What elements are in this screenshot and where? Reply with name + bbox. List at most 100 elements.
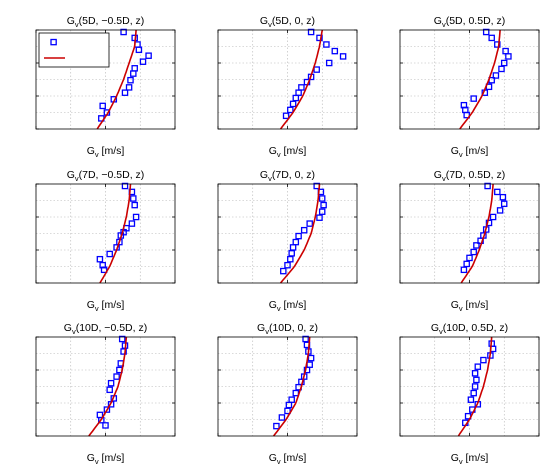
les-point [130, 195, 137, 202]
les-point [121, 182, 129, 190]
les-point [467, 396, 475, 403]
subplot-title-sub: v [75, 174, 79, 183]
subplot-8: Gv (10D, 0, z) Gv [m/s] [217, 322, 358, 466]
legend-box [38, 32, 110, 68]
subplot-9: Gv(10D, 0.5D, z)Gv [m/s] [399, 322, 540, 466]
subplot-4: Gv(7D, −0.5D, z) Gv [m/s] [35, 169, 176, 313]
x-axis-label-sub: v [459, 150, 463, 159]
subplot-title-rest: (10D, 0, z) [269, 322, 318, 334]
les-point [316, 34, 323, 42]
les-point [470, 95, 477, 102]
les-point [496, 207, 504, 214]
subplot-title-rest: (5D, 0, z) [272, 15, 315, 27]
les-point [130, 70, 137, 77]
x-axis-label-sub: v [95, 150, 99, 159]
les-point [466, 254, 473, 262]
x-axis-label-rest: [m/s] [99, 299, 125, 311]
les-point [480, 356, 487, 364]
les-point [470, 389, 477, 397]
x-axis-label: Gv [m/s] [269, 299, 307, 313]
les-point [98, 416, 105, 424]
subplot-title-rest: (5D, 0.5D, z) [446, 15, 506, 27]
subplot-title-rest: (7D, −0.5D, z) [79, 169, 145, 181]
legend-marker-les [50, 38, 57, 46]
x-axis-label: Gv [m/s] [451, 452, 489, 466]
x-axis-label-base: G [87, 452, 95, 464]
subplot-title: Gv(7D, 0.5D, z) [434, 169, 505, 183]
subplot-2: Gv(5D, 0, z)Gv [m/s] [217, 15, 358, 159]
x-axis-label: Gv [m/s] [269, 145, 307, 159]
les-point [282, 112, 290, 120]
x-axis-label-rest: [m/s] [99, 452, 125, 464]
subplot-title-sub: v [72, 327, 76, 336]
subplot-title-sub: v [75, 20, 79, 29]
reg-curve [96, 29, 137, 130]
les-point [489, 213, 497, 221]
subplot-title: Gv(10D, −0.5D, z) [64, 322, 147, 336]
x-axis-label: Gv [m/s] [87, 299, 125, 313]
les-point [471, 383, 479, 390]
subplot-title: Gv(10D, 0.5D, z) [431, 322, 508, 336]
les-point [485, 219, 493, 227]
les-point [474, 363, 482, 370]
les-point [287, 255, 294, 263]
les-point [477, 237, 484, 245]
subplot-7: Gv(10D, −0.5D, z)Gv [m/s] [35, 322, 176, 466]
les-point [106, 250, 113, 258]
les-point [307, 354, 315, 362]
les-point [499, 193, 507, 201]
les-point [320, 201, 327, 209]
x-axis-label-rest: [m/s] [99, 145, 125, 157]
les-point [121, 89, 129, 96]
les-point [463, 111, 470, 119]
reg-curve [279, 29, 324, 130]
subplot-title-base: G [431, 322, 439, 334]
subplot-title: Gv(7D, 0, z) [260, 169, 315, 183]
subplot-title-rest: (10D, 0.5D, z) [443, 322, 508, 334]
les-point [500, 59, 508, 67]
subplot-title-sub: v [442, 20, 446, 29]
les-point [492, 72, 500, 79]
x-axis-label-rest: [m/s] [463, 452, 489, 464]
les-point [473, 376, 480, 384]
x-axis-label-base: G [269, 299, 277, 311]
subplot-5: Gv(7D, 0, z) Gv [m/s] [217, 169, 358, 313]
les-point [463, 260, 470, 268]
les-point [120, 348, 127, 355]
les-point [102, 422, 109, 429]
les-point [325, 59, 333, 67]
les-point [285, 401, 293, 409]
subplot-title-base: G [67, 15, 75, 27]
les-point [295, 232, 302, 240]
x-axis-label-rest: [m/s] [281, 452, 307, 464]
les-point [500, 200, 508, 208]
les-point [471, 370, 479, 377]
x-axis-label-rest: [m/s] [281, 145, 307, 157]
les-point [302, 335, 309, 343]
les-point [473, 242, 480, 249]
les-point [135, 46, 143, 54]
les-point [300, 226, 308, 234]
subplot-title-rest: (10D, −0.5D, z) [76, 322, 148, 334]
subplot-title: Gv(7D, −0.5D, z) [67, 169, 145, 183]
les-point [494, 188, 501, 196]
x-axis-label-sub: v [459, 457, 463, 466]
les-point [306, 220, 313, 227]
x-axis-label-sub: v [277, 457, 281, 466]
les-point [287, 106, 294, 114]
reg-curve [457, 336, 493, 437]
les-point [96, 255, 104, 263]
les-point [99, 102, 106, 110]
x-axis-label-rest: [m/s] [463, 145, 489, 157]
x-axis-label-base: G [269, 145, 277, 157]
subplot-title-base: G [64, 322, 72, 334]
x-axis-label-base: G [451, 299, 459, 311]
subplot-title-base: G [257, 322, 265, 334]
x-axis-label: Gv [m/s] [269, 452, 307, 466]
subplot-title-sub: v [268, 174, 272, 183]
subplot-1: Gv(5D, −0.5D, z)Gv [m/s] [35, 15, 176, 159]
x-axis-label-rest: [m/s] [463, 299, 489, 311]
les-point [106, 386, 113, 394]
x-axis-label-base: G [87, 145, 95, 157]
les-point [318, 208, 326, 215]
